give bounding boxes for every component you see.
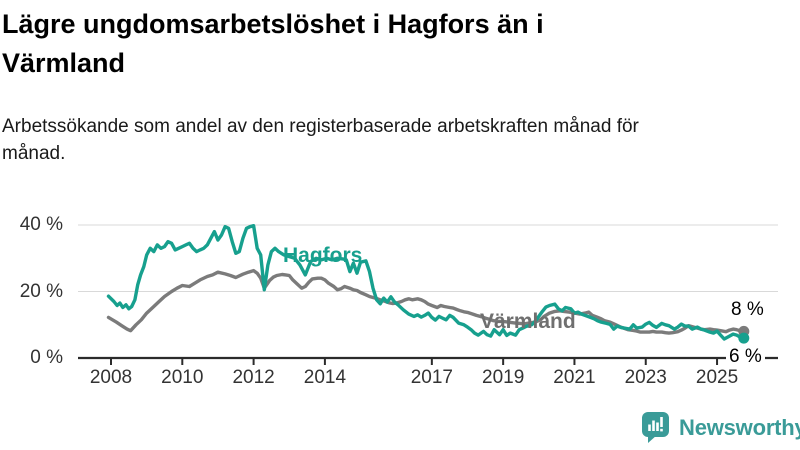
x-tick-label: 2023	[624, 367, 667, 388]
newsworthy-logo: Newsworthy	[641, 411, 800, 444]
series-end-dot-Hagfors	[738, 332, 750, 344]
page-title: Lägre ungdomsarbetslöshet i Hagfors än i…	[2, 9, 544, 78]
y-tick-label: 40 %	[19, 214, 63, 235]
x-tick-label: 2025	[695, 367, 739, 388]
chart-subtitle: Arbetssökande som andel av den registerb…	[2, 116, 639, 164]
newsworthy-logo-icon	[641, 411, 671, 444]
x-tick-label: 2017	[410, 367, 453, 388]
x-tick-label: 2014	[303, 367, 347, 388]
series-line-Hagfors	[106, 223, 746, 341]
end-value-label-hagfors: 6 %	[726, 346, 765, 368]
x-tick-label: 2021	[553, 367, 596, 388]
end-value-label-varmland: 8 %	[731, 299, 764, 320]
x-tick-label: 2008	[89, 367, 133, 388]
y-tick-label: 0 %	[30, 347, 63, 368]
series-line-Värmland	[106, 268, 746, 335]
newsworthy-logo-text: Newsworthy	[679, 414, 800, 440]
x-tick-label: 2019	[482, 367, 525, 388]
series-label-hagfors: Hagfors	[283, 244, 363, 267]
y-tick-label: 20 %	[19, 280, 63, 302]
x-tick-label: 2010	[161, 367, 204, 388]
x-tick-label: 2012	[232, 367, 275, 388]
series-label-varmland: Värmland	[480, 310, 576, 333]
